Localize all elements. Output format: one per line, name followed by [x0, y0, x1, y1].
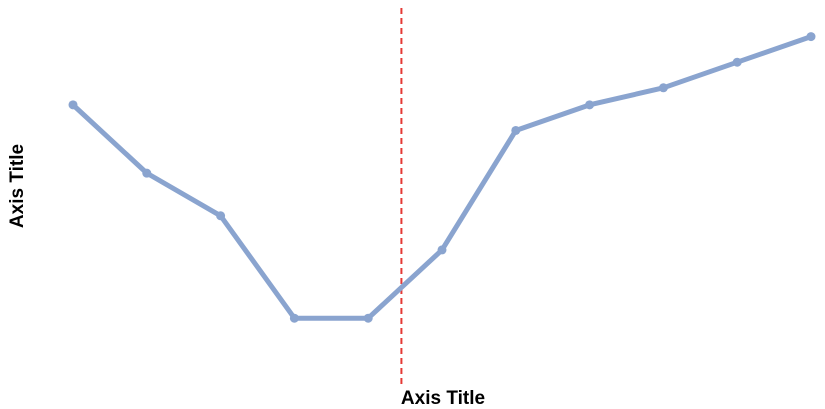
plot-area — [68, 8, 816, 385]
data-point — [142, 168, 152, 178]
data-point — [806, 32, 816, 42]
data-point — [437, 245, 447, 255]
data-point — [732, 57, 742, 67]
data-point — [68, 100, 78, 110]
data-point — [511, 125, 521, 135]
x-axis-title: Axis Title — [401, 388, 485, 409]
data-point — [363, 313, 373, 323]
data-point — [585, 100, 595, 110]
data-point — [658, 83, 668, 93]
series-line — [70, 34, 814, 321]
data-point — [289, 313, 299, 323]
data-point — [216, 211, 226, 221]
y-axis-title: Axis Title — [7, 144, 28, 228]
